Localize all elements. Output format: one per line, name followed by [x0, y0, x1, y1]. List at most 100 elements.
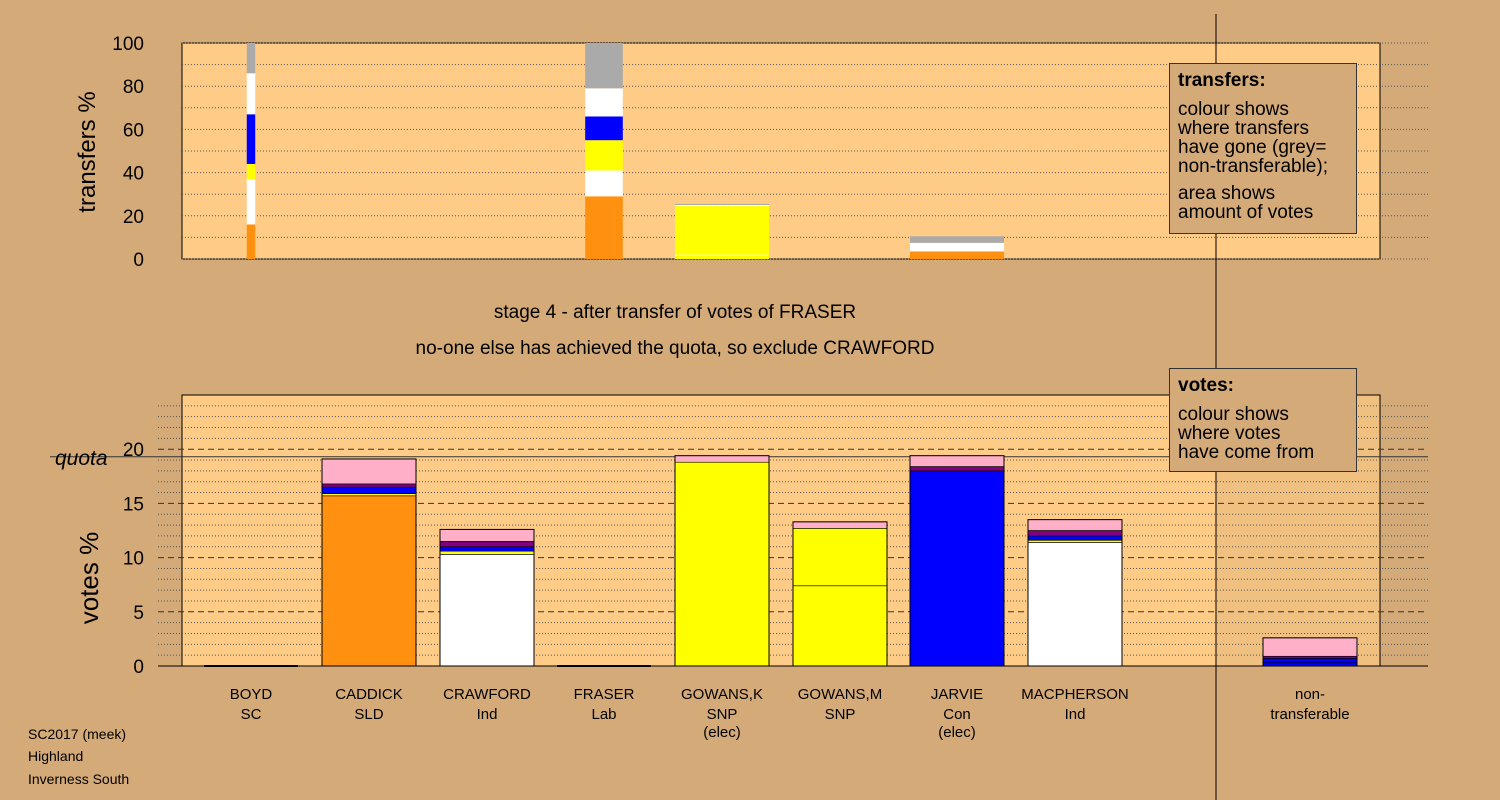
transfer-bar-segment — [246, 43, 256, 74]
vote-bar-segment — [321, 495, 417, 667]
vote-bar-outline — [1262, 637, 1358, 667]
vote-bar-segment — [792, 521, 888, 529]
transfers-legend-heading: transfers: — [1178, 70, 1266, 91]
footer-council: Highland — [28, 748, 84, 764]
candidate-status-label: (elec) — [938, 724, 976, 741]
transfers-y-tick-label: 0 — [133, 250, 144, 271]
transfers-legend-line: non-transferable); — [1178, 156, 1328, 177]
vote-bar-segment — [792, 585, 888, 667]
votes-legend-line: colour shows — [1178, 404, 1289, 425]
stage-subtitle: no-one else has achieved the quota, so e… — [415, 338, 935, 359]
transfer-bar-segment — [585, 88, 623, 117]
transfer-bar-segment — [675, 255, 769, 259]
transfers-legend-line: colour shows — [1178, 99, 1289, 120]
vote-bar-segment — [321, 458, 417, 485]
stage-title: stage 4 - after transfer of votes of FRA… — [493, 302, 857, 323]
candidate-party-label: SLD — [354, 706, 383, 723]
votes-y-tick-label: 10 — [123, 549, 144, 570]
transfer-bar-segment — [585, 170, 623, 197]
transfer-bar-segment — [246, 73, 256, 115]
transfer-bar-segment — [910, 251, 1004, 259]
vote-bar-segment — [439, 550, 535, 555]
candidate-name-label: FRASER — [574, 686, 635, 703]
vote-bar-segment — [674, 461, 770, 667]
vote-bar-segment — [321, 483, 417, 488]
transfers-y-tick-label: 80 — [123, 77, 144, 98]
footer-election: SC2017 (meek) — [28, 726, 127, 742]
candidate-party-label: Lab — [591, 706, 616, 723]
transfer-bar-segment — [246, 163, 256, 180]
candidate-party-label: Ind — [477, 706, 498, 723]
vote-bar-segment — [321, 486, 417, 494]
vote-bar-outline — [439, 528, 535, 667]
candidate-party-label: SC — [241, 706, 262, 723]
vote-bar-outline — [321, 458, 417, 667]
candidate-status-label: (elec) — [703, 724, 741, 741]
candidate-name-label: MACPHERSON — [1021, 686, 1129, 703]
votes-y-tick-label: 20 — [123, 440, 144, 461]
votes-y-axis-label: votes % — [74, 532, 104, 625]
transfer-bar-segment — [246, 224, 256, 259]
transfer-bar-segment — [910, 242, 1004, 252]
vote-bar-segment — [909, 466, 1005, 472]
candidate-name-label: BOYD — [230, 686, 273, 703]
votes-y-tick-label: 15 — [123, 494, 144, 515]
vote-bar-segment — [1262, 658, 1358, 664]
footer-ward: Inverness South — [28, 771, 130, 787]
vote-bar-segment — [439, 554, 535, 667]
transfer-bar-segment — [910, 236, 1004, 243]
transfer-bar-segment — [585, 196, 623, 259]
votes-legend-heading: votes: — [1178, 375, 1234, 396]
transfers-legend-line: amount of votes — [1178, 202, 1314, 223]
transfer-bar-segment — [675, 203, 769, 205]
vote-bar-segment — [321, 493, 417, 497]
candidate-name-label: CADDICK — [335, 686, 403, 703]
vote-bar-segment — [792, 528, 888, 587]
candidate-party-label: Ind — [1065, 706, 1086, 723]
candidate-party-label: Con — [943, 706, 971, 723]
vote-bar-outline — [674, 455, 770, 667]
transfers-y-tick-label: 60 — [123, 120, 144, 141]
transfer-bar-segment — [675, 206, 769, 255]
vote-bar-segment — [1027, 530, 1123, 537]
nontransferable-label: non- — [1295, 686, 1325, 703]
quota-label: quota — [55, 447, 108, 470]
transfer-bar-segment — [246, 114, 256, 164]
transfer-bar-segment — [675, 254, 769, 256]
transfers-y-tick-label: 100 — [112, 34, 144, 55]
candidate-name-label: GOWANS,K — [681, 686, 763, 703]
vote-bar-segment — [674, 455, 770, 463]
transfer-bar-segment — [585, 140, 623, 171]
vote-bar-segment — [1027, 539, 1123, 543]
vote-bar-segment — [1027, 519, 1123, 531]
transfer-bar-segment — [585, 116, 623, 141]
vote-bar-segment — [909, 455, 1005, 467]
votes-y-tick-label: 0 — [133, 657, 144, 678]
transfers-y-tick-label: 40 — [123, 164, 144, 185]
votes-legend-line: have come from — [1178, 442, 1315, 463]
candidate-name-label: CRAWFORD — [443, 686, 531, 703]
transfer-bar-segment — [675, 205, 769, 207]
transfers-legend-line: area shows — [1178, 183, 1276, 204]
votes-legend-box: votes: colour shows where votes have com… — [1169, 368, 1357, 472]
vote-bar-segment — [439, 529, 535, 542]
vote-bar-segment — [1262, 655, 1358, 659]
transfers-legend-line: where transfers — [1178, 118, 1309, 139]
transfers-legend-box: transfers: colour shows where transfers … — [1169, 63, 1357, 234]
votes-legend-line: where votes — [1178, 423, 1281, 444]
transfer-bar-segment — [585, 43, 623, 89]
vote-bar-outline — [1027, 519, 1123, 667]
vote-bar-segment — [1027, 535, 1123, 541]
candidate-party-label: SNP — [707, 706, 738, 723]
candidate-name-label: JARVIE — [931, 686, 983, 703]
transfer-bar-segment — [246, 179, 256, 225]
vote-bar-segment — [439, 546, 535, 552]
vote-bar-segment — [1262, 637, 1358, 657]
transfers-y-axis-label: transfers % — [74, 91, 101, 212]
vote-bar-segment — [439, 541, 535, 548]
candidate-name-label: GOWANS,M — [798, 686, 882, 703]
transfers-y-tick-label: 20 — [123, 207, 144, 228]
candidate-party-label: SNP — [825, 706, 856, 723]
vote-bar-outline — [792, 521, 888, 667]
vote-bar-segment — [909, 470, 1005, 667]
